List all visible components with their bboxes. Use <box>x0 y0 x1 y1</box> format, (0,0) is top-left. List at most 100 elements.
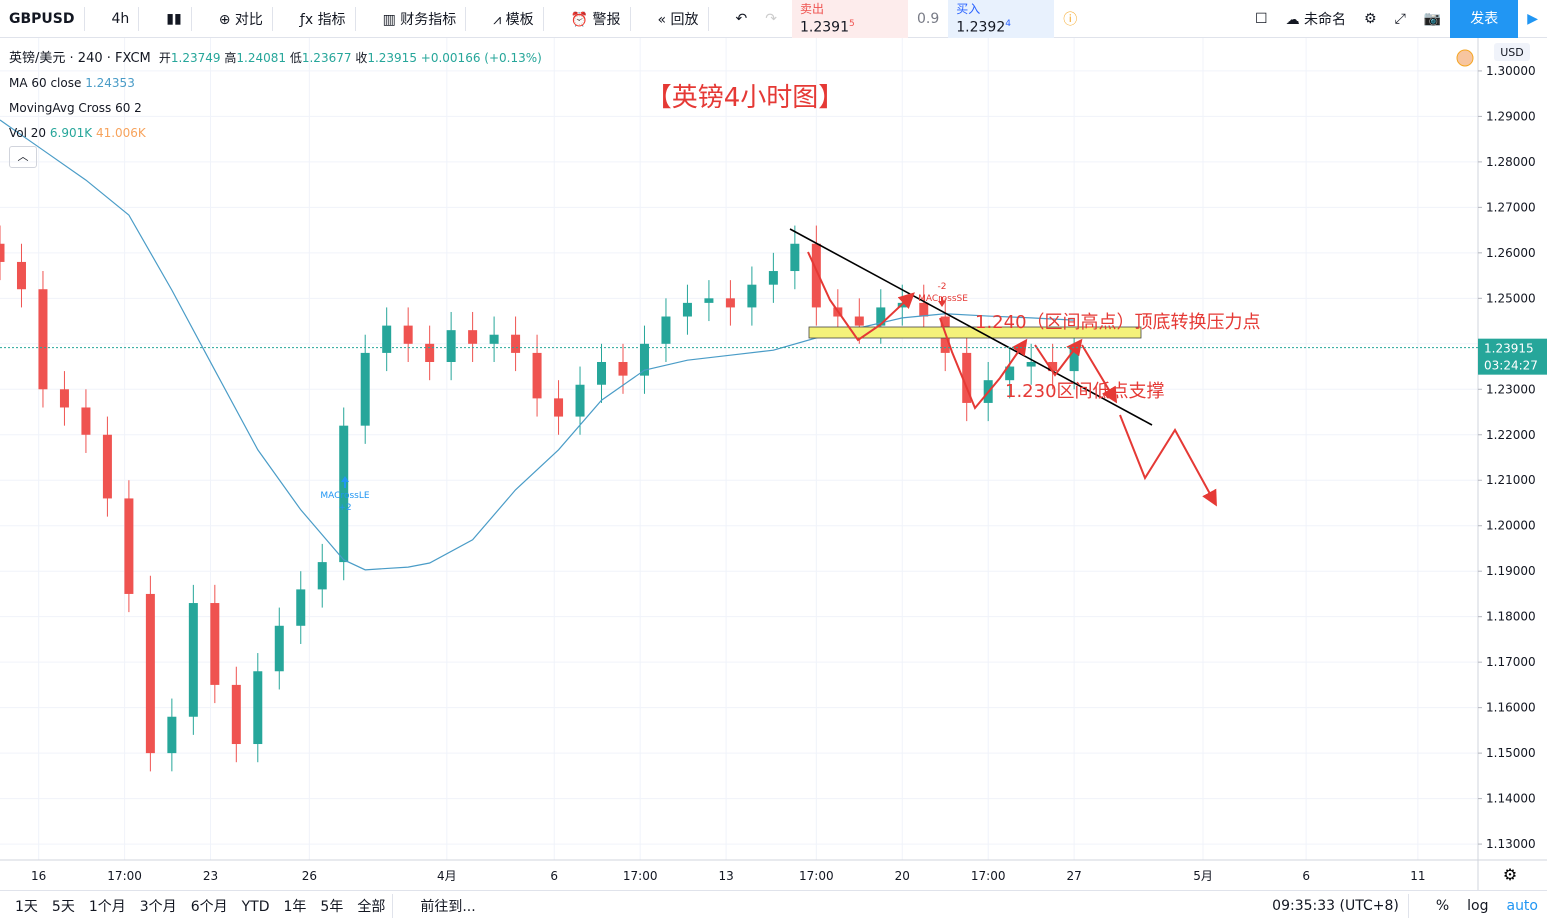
alerts[interactable]: ⏰ 警报 <box>570 11 621 28</box>
layout[interactable]: ☁ 未命名 <box>1285 11 1347 28</box>
info[interactable]: ⓘ <box>1063 11 1078 28</box>
candle-body <box>210 603 220 685</box>
currency: USD <box>1500 46 1524 59</box>
candle-body <box>403 325 413 344</box>
zone <box>808 326 1142 339</box>
templates[interactable]: ⩘ 模板 <box>493 11 534 28</box>
fullscreen[interactable]: ⤢ <box>1394 10 1406 27</box>
x-tick-label: 17:00 <box>799 869 834 883</box>
source: FXCM <box>115 51 151 66</box>
value: 1.2392 <box>956 19 1006 36</box>
candle-body <box>768 271 778 285</box>
settings[interactable]: ⚙ <box>1364 10 1377 27</box>
option[interactable]: auto <box>1506 898 1538 914</box>
range[interactable]: 1天 <box>15 899 38 915</box>
label: 卖出 <box>799 1 824 16</box>
candle-body <box>962 352 972 403</box>
candle-body <box>446 330 456 362</box>
buy[interactable]: 买入 1.23924 <box>948 0 1055 38</box>
range[interactable]: YTD <box>241 899 270 915</box>
candle-body <box>317 562 327 590</box>
settings[interactable]: ⚙ <box>1503 865 1517 884</box>
price: 1.23924 <box>956 17 1046 36</box>
financials[interactable]: ▥ 财务指标 <box>382 11 457 28</box>
countdown: 03:24:27 <box>1484 359 1538 373</box>
label: 指标 <box>317 11 346 28</box>
ohlc-value: 1.23677 <box>301 51 352 65</box>
icon[interactable] <box>1456 49 1474 67</box>
y-tick-label: 1.20000 <box>1486 519 1536 533</box>
label: 买入 <box>956 1 981 16</box>
y-tick-label: 1.17000 <box>1486 655 1536 669</box>
range[interactable]: 3个月 <box>139 899 177 915</box>
candle-body <box>554 398 564 417</box>
legend-row: 英镑/美元 · 240 · FXCM 开1.23749 高1.24081 低1.… <box>9 51 542 66</box>
label: 对比 <box>234 11 263 28</box>
play[interactable]: ▶ <box>1527 10 1538 27</box>
candle-body <box>382 325 392 353</box>
range[interactable]: 5年 <box>320 899 344 915</box>
x-tick-label: 11 <box>1410 869 1425 883</box>
redo[interactable]: ↷ <box>765 10 777 27</box>
icon[interactable]: ▮▮ <box>166 10 182 27</box>
change: +0.00166 (+0.13%) <box>420 51 542 65</box>
sup: 4 <box>1005 18 1011 29</box>
collapse[interactable]: ︿ <box>9 146 37 168</box>
indicators[interactable]: ƒx 指标 <box>299 11 346 28</box>
y-tick-label: 1.30000 <box>1486 64 1536 78</box>
candle-body <box>468 330 478 344</box>
option[interactable]: % <box>1435 898 1450 914</box>
label: 回放 <box>670 11 699 28</box>
currency-box <box>1494 43 1530 61</box>
ohlc-label: 收 <box>355 51 368 65</box>
price: 1.23915 <box>800 17 900 36</box>
range[interactable]: 5天 <box>51 899 75 915</box>
footer: 1天 5天 1个月 3个月 6个月 YTD 1年 5年 全部 前往到... 09:35:33 (… <box>0 890 1547 921</box>
candle-body <box>682 302 692 317</box>
compare[interactable]: ⊕ 对比 <box>218 11 263 28</box>
candle-body <box>597 361 607 385</box>
legend-row: Vol 20 6.901K 41.006K <box>9 121 542 146</box>
undo[interactable]: ↶ <box>735 10 748 27</box>
x-tick-label: 26 <box>302 869 317 883</box>
candle-body <box>725 298 735 308</box>
y-tick-label: 1.19000 <box>1486 564 1536 578</box>
candle-body <box>511 334 521 353</box>
range[interactable]: 1个月 <box>88 899 126 915</box>
arrow <box>1119 414 1217 507</box>
snapshot[interactable]: 📷 <box>1423 10 1442 27</box>
label: 警报 <box>592 11 621 28</box>
range[interactable]: 全部 <box>357 899 386 915</box>
range[interactable]: 6个月 <box>190 899 228 915</box>
arrow <box>939 317 1028 410</box>
y-tick-label: 1.14000 <box>1486 792 1536 806</box>
square[interactable]: ☐ <box>1255 10 1268 27</box>
x-tick-label: 23 <box>203 869 218 883</box>
symbol[interactable]: GBPUSD <box>9 10 75 27</box>
ohlc-value: 1.23915 <box>367 51 417 65</box>
sell[interactable]: 卖出 1.23915 <box>791 0 908 38</box>
goto[interactable]: 前往到... <box>420 899 476 915</box>
candle-body <box>919 302 929 317</box>
legend-value: 1.24353 <box>85 76 135 90</box>
ma-line <box>0 119 1075 571</box>
y-tick-label: 1.29000 <box>1486 109 1536 123</box>
interval[interactable]: 4h <box>111 10 130 27</box>
range[interactable]: 1年 <box>283 899 307 915</box>
candle-body <box>339 425 349 563</box>
publish[interactable]: 发表 <box>1450 0 1519 38</box>
candle-body <box>145 593 155 754</box>
spread: 0.9 <box>916 10 940 27</box>
option[interactable]: log <box>1467 898 1489 914</box>
y-tick-label: 1.23000 <box>1486 382 1536 396</box>
candle-body <box>102 434 112 499</box>
ohlc-label: 开 <box>158 51 171 65</box>
legend-row: MovingAvg Cross 60 2 <box>9 101 142 115</box>
candle-body <box>425 343 435 362</box>
y-tick-label: 1.16000 <box>1486 701 1536 715</box>
replay[interactable]: « 回放 <box>657 11 699 28</box>
candle-body <box>38 289 48 390</box>
x-tick-label: 17:00 <box>107 869 142 883</box>
ohlc-label: 低 <box>289 51 302 65</box>
